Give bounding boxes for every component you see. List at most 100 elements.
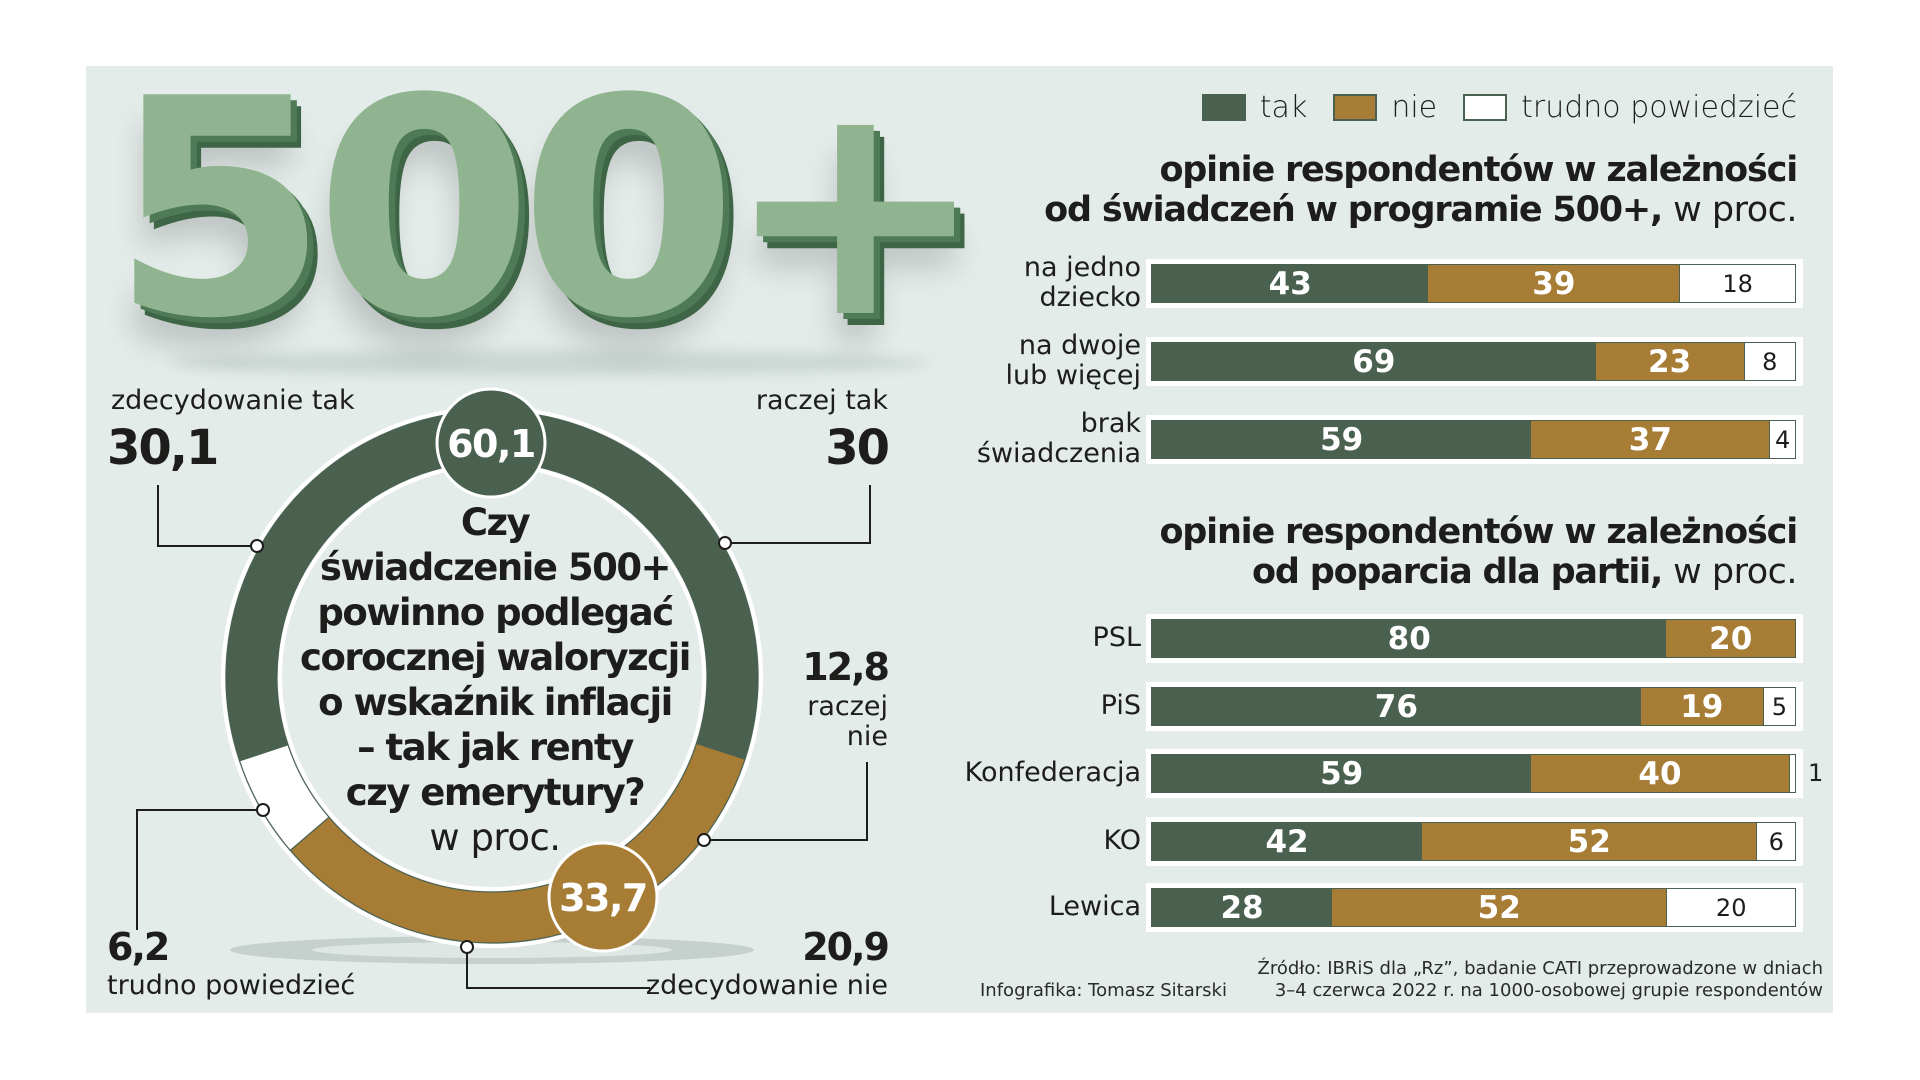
bar-value-label: 4	[1775, 425, 1791, 454]
row-label-line: KO	[1103, 825, 1141, 856]
legend-label-tak: tak	[1259, 90, 1308, 125]
chart2-title: opinie respondentów w zależności od popa…	[1159, 512, 1798, 592]
bar-segment-tp: 5	[1762, 688, 1795, 725]
bar-segment-tak: 69	[1152, 343, 1596, 380]
bar-segment-tak: 80	[1152, 620, 1667, 657]
leader-dot-raczej-tak	[718, 536, 732, 550]
stacked-bar: 59 40	[1151, 754, 1796, 793]
bar-value-label: 76	[1374, 688, 1418, 725]
stacked-bar: 69 23 8	[1151, 342, 1796, 381]
bar-segment-nie: 39	[1428, 265, 1680, 302]
bar-segment-nie: 23	[1595, 343, 1744, 380]
badge-total-tak-value: 60,1	[447, 422, 535, 466]
stacked-bar: 59 37 4	[1151, 420, 1796, 459]
chart2-bar-row: 76 19 5	[1146, 682, 1803, 731]
badge-total-tak-circle	[435, 387, 547, 499]
leader-line-raczej-nie	[704, 762, 868, 841]
bar-segment-tp: 8	[1743, 343, 1795, 380]
bar-segment-nie: 19	[1640, 688, 1763, 725]
value-zdecydowanie-nie: 20,9	[802, 925, 890, 969]
bar-value-label: 40	[1638, 755, 1682, 792]
row-label-line: dziecko	[1039, 282, 1141, 313]
leader-line-zdecydowanie-tak	[157, 485, 257, 547]
bar-value-label: 69	[1352, 343, 1396, 380]
bar-value-label: 18	[1722, 269, 1753, 298]
chart2-row-label: KO	[1104, 826, 1141, 856]
chart2-bar-row: 42 52 6	[1146, 817, 1803, 866]
footer-source-line1: Źródło: IBRiS dla „Rz”, badanie CATI prz…	[1257, 958, 1823, 979]
bar-value-label: 5	[1771, 692, 1788, 721]
value-zdecydowanie-tak: 30,1	[107, 420, 219, 476]
row-label-line: PiS	[1100, 690, 1141, 721]
bar-value-label: 19	[1680, 688, 1724, 725]
bar-value-label: 59	[1320, 755, 1364, 792]
stacked-bar: 42 52 6	[1151, 822, 1796, 861]
question-line: – tak jak renty	[357, 726, 634, 769]
chart1-title-line1: opinie respondentów w zależności	[1159, 150, 1798, 190]
bar-value-label-outside: 1	[1808, 759, 1824, 787]
leader-dot-trudno	[256, 803, 270, 817]
bar-segment-tak: 76	[1152, 688, 1641, 725]
label-raczej-nie-line1: raczej	[807, 691, 888, 722]
bar-segment-tak: 28	[1152, 889, 1333, 926]
bar-segment-tak: 59	[1152, 755, 1532, 792]
chart2-row-label: PiS	[1101, 691, 1141, 721]
bar-value-label: 39	[1532, 265, 1576, 302]
bar-value-label: 59	[1320, 421, 1364, 458]
question-line: powinno podlegać	[317, 591, 674, 634]
bar-segment-tp: 20	[1666, 889, 1795, 926]
badge-total-nie-value: 33,7	[559, 876, 647, 920]
bar-segment-tak: 42	[1152, 823, 1423, 860]
chart2-title-line1: opinie respondentów w zależności	[1159, 512, 1798, 552]
legend-swatch-trudno	[1463, 94, 1508, 121]
row-label-line: PSL	[1092, 622, 1141, 653]
chart2-row-label: Lewica	[1049, 892, 1141, 922]
chart1-bar-row: 59 37 4	[1146, 415, 1803, 464]
stacked-bar: 76 19 5	[1151, 687, 1796, 726]
bar-value-label: 28	[1220, 889, 1264, 926]
label-raczej-nie-line2: nie	[846, 721, 888, 752]
bar-value-label: 8	[1762, 347, 1778, 376]
leader-dot-zdecydowanie-nie	[460, 940, 474, 954]
label-zdecydowanie-tak: zdecydowanie tak	[111, 385, 355, 416]
label-zdecydowanie-nie: zdecydowanie nie	[645, 970, 888, 1001]
bar-value-label: 6	[1768, 827, 1784, 856]
footer-author: Infografika: Tomasz Sitarski	[980, 980, 1227, 1001]
badge-total-nie-circle	[547, 841, 659, 953]
chart2-bar-row: 80 20	[1146, 614, 1803, 663]
bar-segment-nie: 40	[1531, 755, 1789, 792]
row-label-line: świadczenia	[976, 438, 1141, 469]
leader-line-trudno	[136, 809, 263, 930]
label-trudno: trudno powiedzieć	[107, 970, 356, 1001]
legend-swatch-nie	[1333, 94, 1378, 121]
bar-segment-nie: 37	[1531, 421, 1770, 458]
bar-value-label: 37	[1628, 421, 1672, 458]
footer-source: Źródło: IBRiS dla „Rz”, badanie CATI prz…	[1258, 958, 1823, 1002]
bar-value-label: 43	[1268, 265, 1312, 302]
leader-line-raczej-tak	[725, 485, 871, 544]
chart2-row-label: Konfederacja	[965, 758, 1141, 788]
question-line: Czy	[460, 501, 531, 544]
chart2-row-label: PSL	[1093, 623, 1141, 653]
leader-line-zdecydowanie-nie	[466, 947, 650, 989]
bar-value-label: 80	[1387, 620, 1431, 657]
legend-swatch-tak	[1201, 94, 1246, 121]
row-label-line: na jedno	[1023, 252, 1141, 283]
legend-label-nie: nie	[1391, 90, 1438, 125]
stacked-bar: 80 20	[1151, 619, 1796, 658]
chart2-bar-row: 28 52 20	[1146, 883, 1803, 932]
row-label-line: lub więcej	[1005, 360, 1142, 391]
bar-segment-tp: 6	[1756, 823, 1795, 860]
row-label-line: Lewica	[1048, 891, 1141, 922]
bar-segment-tp	[1788, 755, 1795, 792]
stacked-bar: 28 52 20	[1151, 888, 1796, 927]
bar-segment-nie: 52	[1422, 823, 1757, 860]
donut-question: Czy świadczenie 500+ powinno podlegać co…	[300, 500, 691, 860]
leader-dot-zdecydowanie-tak	[250, 539, 264, 553]
legend-label-trudno: trudno powiedzieć	[1521, 90, 1797, 125]
bar-segment-tak: 59	[1152, 421, 1532, 458]
question-line: świadczenie 500+	[319, 546, 672, 589]
label-raczej-tak: raczej tak	[755, 385, 888, 416]
chart2-bar-row: 59 40	[1146, 749, 1803, 798]
